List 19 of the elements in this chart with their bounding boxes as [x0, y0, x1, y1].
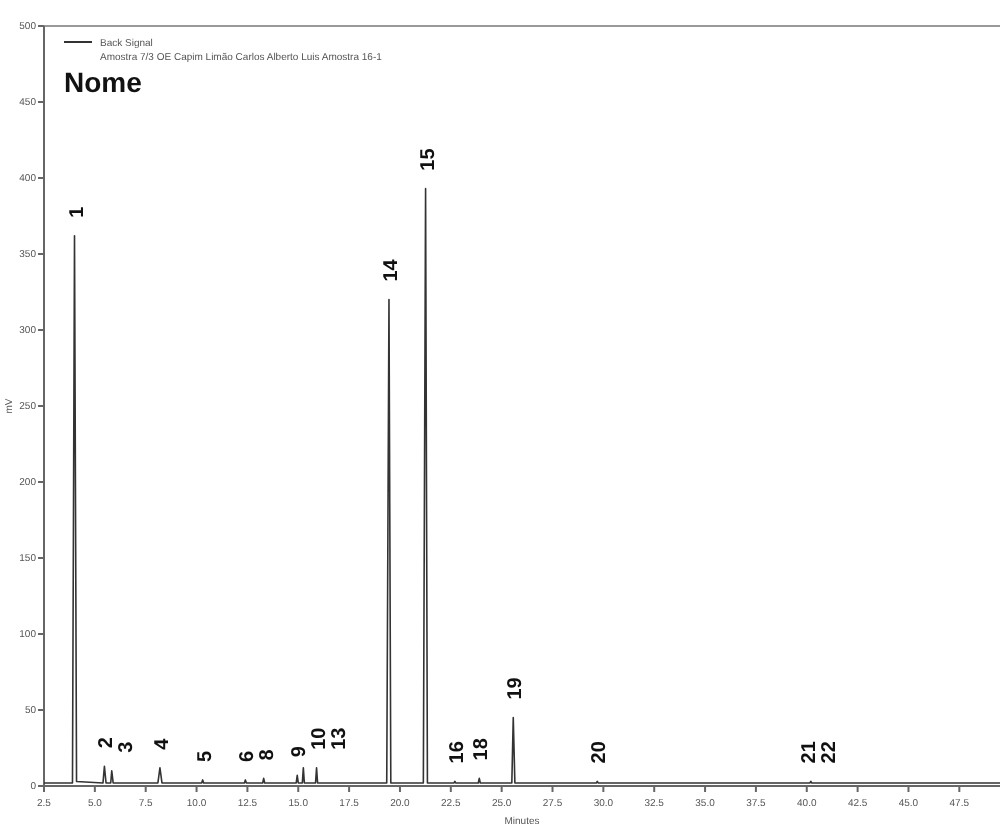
- annotation: 16: [446, 740, 469, 764]
- annotation: 22: [818, 740, 841, 764]
- annotation: 9: [289, 745, 312, 758]
- annotation: 20: [589, 740, 612, 764]
- text: Nome: [64, 66, 143, 98]
- annotation: 21: [798, 740, 821, 764]
- annotation: 13: [329, 726, 352, 750]
- annotation: 14: [380, 258, 403, 282]
- annotation: 5: [194, 749, 217, 762]
- annotation: 19: [505, 676, 528, 700]
- annotation: 3: [116, 740, 139, 753]
- annotation: 18: [471, 737, 494, 761]
- annotation: 8: [257, 748, 280, 761]
- annotation: 1: [66, 205, 89, 218]
- annotation: 10: [309, 726, 332, 750]
- annotation: 15: [417, 147, 440, 171]
- annotation: 4: [151, 737, 174, 750]
- annotation: 2: [96, 736, 119, 749]
- annotation: 6: [237, 749, 260, 762]
